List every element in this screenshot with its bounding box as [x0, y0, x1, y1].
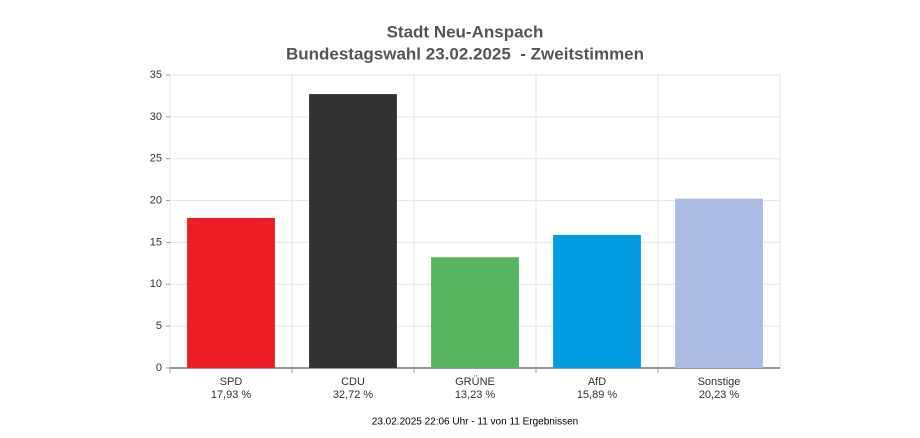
chart-title: Stadt Neu-Anspach — [387, 22, 544, 41]
y-tick-label: 35 — [150, 69, 162, 81]
y-tick-label: 20 — [150, 194, 162, 206]
value-label: 13,23 % — [455, 389, 496, 401]
y-tick-label: 10 — [150, 278, 162, 290]
y-tick-label: 0 — [156, 362, 162, 374]
value-label: 15,89 % — [577, 389, 618, 401]
footer: 23.02.2025 22:06 Uhr - 11 von 11 Ergebni… — [372, 417, 578, 428]
x-tick-label: Sonstige — [698, 376, 741, 388]
y-tick-label: 30 — [150, 111, 162, 123]
y-tick-label: 25 — [150, 153, 162, 165]
bar — [187, 217, 275, 368]
x-tick-label: SPD — [220, 376, 243, 388]
x-tick-label: GRÜNE — [455, 376, 495, 388]
bar — [553, 234, 641, 368]
x-tick-label: CDU — [341, 376, 365, 388]
x-tick-label: AfD — [588, 376, 606, 388]
bar — [431, 257, 519, 368]
value-label: 20,23 % — [699, 389, 740, 401]
value-label: 17,93 % — [211, 389, 252, 401]
chart-subtitle: Bundestagswahl 23.02.2025 - Zweitstimmen — [286, 44, 644, 63]
bar — [675, 198, 763, 368]
bar — [309, 94, 397, 369]
y-tick-label: 15 — [150, 236, 162, 248]
y-tick-label: 5 — [156, 320, 162, 332]
value-label: 32,72 % — [333, 389, 374, 401]
